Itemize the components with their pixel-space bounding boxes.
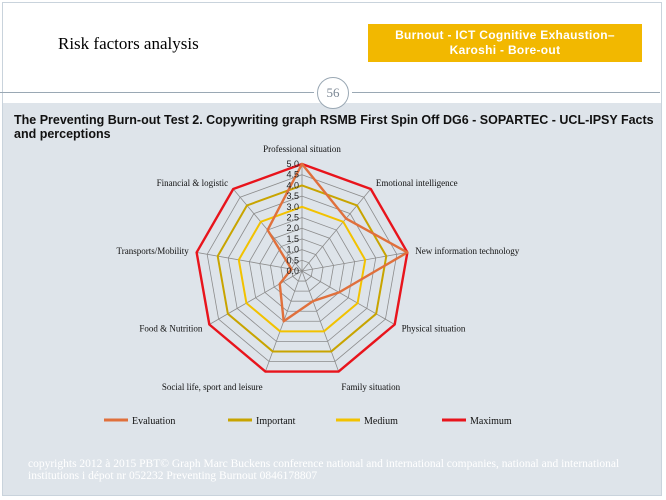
grid-ring <box>259 227 345 312</box>
grid-ring <box>269 238 335 302</box>
grid-spoke <box>301 252 408 272</box>
page-title: Risk factors analysis <box>58 34 199 53</box>
grid-spoke <box>301 188 372 272</box>
tick-label: 0.0 <box>286 266 299 276</box>
grid-spoke <box>209 270 303 325</box>
axis-label: Social life, sport and leisure <box>162 382 263 392</box>
content-area <box>3 103 661 495</box>
series-evaluation <box>266 162 409 323</box>
axis-label: Food & Nutrition <box>139 324 203 334</box>
grid-spoke <box>301 270 339 372</box>
grid-ring <box>291 259 313 282</box>
series-maximum <box>195 162 409 373</box>
grid-ring <box>248 217 356 322</box>
tick-label: 3.0 <box>286 202 299 212</box>
topic-badge-line1: Burnout - ICT Cognitive Exhaustion– <box>395 28 615 42</box>
legend-label: Important <box>256 416 296 427</box>
tick-label: 3.5 <box>286 191 299 201</box>
axis-label: Emotional intelligence <box>376 178 458 188</box>
grid-ring <box>280 249 324 292</box>
tick-label: 4.0 <box>286 180 299 190</box>
slide <box>2 2 662 496</box>
tick-label: 5.0 <box>286 159 299 169</box>
legend-label: Evaluation <box>132 416 175 427</box>
grid-ring <box>227 195 377 342</box>
grid-spoke <box>196 252 303 272</box>
chart-title: The Preventing Burn-out Test 2. Copywrit… <box>14 113 654 141</box>
legend-label: Medium <box>364 416 398 427</box>
copyright-line-1: copyrights 2012 à 2015 PBT© Graph Marc B… <box>28 458 620 470</box>
radar-axis-labels: Professional situation Emotional intellig… <box>117 144 520 392</box>
series-important <box>216 184 388 353</box>
axis-label: New information technology <box>415 246 519 256</box>
copyright-footer: copyrights 2012 à 2015 PBT© Graph Marc B… <box>28 458 658 482</box>
radar-series <box>195 162 409 373</box>
radar-ticks: 0.00.51.01.52.02.53.03.54.04.55.0 <box>286 159 299 276</box>
tick-label: 2.0 <box>286 223 299 233</box>
axis-label: Transports/Mobility <box>117 246 190 256</box>
divider-left <box>0 92 314 93</box>
tick-label: 1.0 <box>286 245 299 255</box>
grid-spoke <box>301 270 395 325</box>
chart-legend: Evaluation Important Medium Maximum <box>104 416 512 427</box>
legend-label: Maximum <box>470 416 512 427</box>
series-medium <box>237 205 367 333</box>
tick-label: 2.5 <box>286 213 299 223</box>
axis-label: Professional situation <box>263 144 341 154</box>
tick-label: 0.5 <box>286 255 299 265</box>
axis-label: Physical situation <box>402 324 466 334</box>
divider-right <box>352 92 660 93</box>
tick-label: 4.5 <box>286 170 299 180</box>
page-number: 56 <box>317 77 349 109</box>
copyright-line-2: institutions i dépot nr 052232 Preventin… <box>28 470 318 482</box>
axis-label: Financial & logistic <box>157 178 229 188</box>
tick-label: 1.5 <box>286 234 299 244</box>
grid-ring <box>206 174 398 362</box>
axis-label: Family situation <box>341 382 400 392</box>
topic-badge-line2: Karoshi - Bore-out <box>449 43 561 57</box>
topic-badge: Burnout - ICT Cognitive Exhaustion– Karo… <box>368 24 642 62</box>
